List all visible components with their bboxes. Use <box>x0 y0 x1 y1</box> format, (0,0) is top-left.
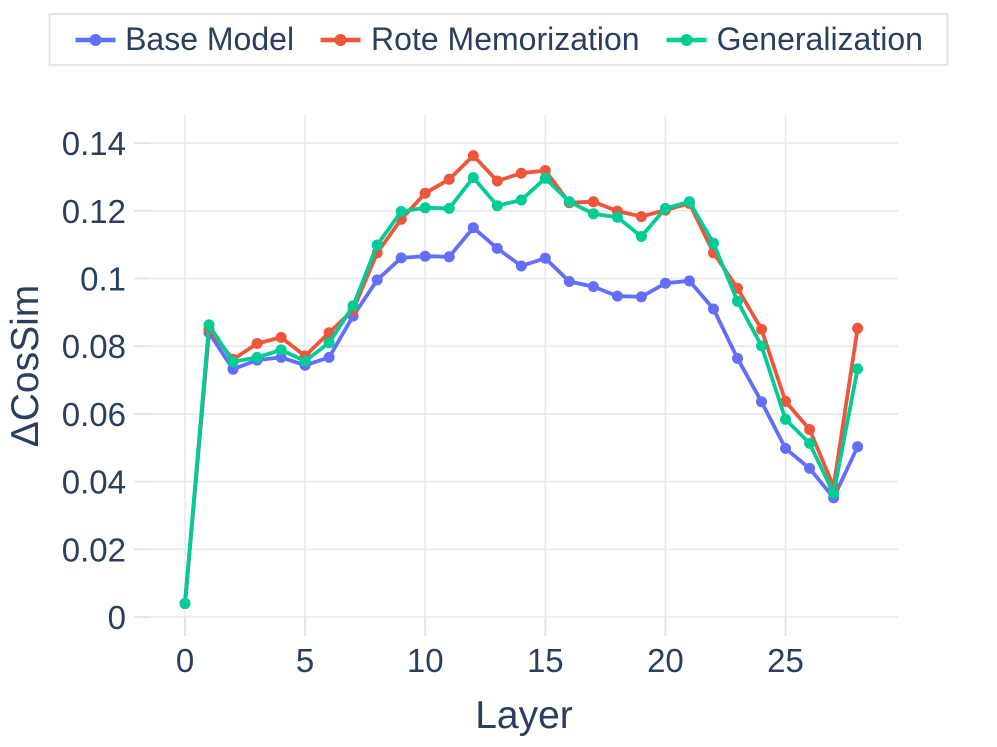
data-point[interactable] <box>732 352 743 364</box>
data-point[interactable] <box>323 337 335 349</box>
data-point[interactable] <box>251 338 263 349</box>
data-point[interactable] <box>756 340 767 352</box>
data-point[interactable] <box>563 196 575 208</box>
y-tick-label: 0.12 <box>62 193 126 230</box>
series-line <box>183 225 860 606</box>
x-tick-label: 0 <box>176 642 194 679</box>
data-point[interactable] <box>683 196 695 208</box>
y-axis-title: ΔCosSim <box>4 285 47 448</box>
data-point[interactable] <box>347 300 359 312</box>
x-tick-label: 15 <box>527 642 564 679</box>
legend-item-generalization[interactable]: Generalization <box>666 21 923 58</box>
data-point[interactable] <box>659 202 671 214</box>
data-point[interactable] <box>491 175 503 187</box>
tick-labels: 0 0.02 0.04 0.06 0.08 0.1 0.12 0.14 0 5 10 15 20 25 <box>62 125 804 679</box>
data-point[interactable] <box>515 260 527 272</box>
legend-line-dot-icon <box>666 33 707 46</box>
data-point[interactable] <box>539 165 551 176</box>
data-point[interactable] <box>275 331 287 343</box>
data-point[interactable] <box>203 319 215 331</box>
y-tick-label: 0.14 <box>62 125 126 162</box>
data-point[interactable] <box>491 242 503 254</box>
data-point[interactable] <box>804 437 816 449</box>
data-point[interactable] <box>419 202 431 214</box>
data-point[interactable] <box>611 211 623 223</box>
legend-item-rote-memorization[interactable]: Rote Memorization <box>320 21 640 58</box>
data-point[interactable] <box>659 277 671 289</box>
data-point[interactable] <box>804 462 816 474</box>
data-point[interactable] <box>708 303 719 315</box>
data-point[interactable] <box>587 196 599 208</box>
data-point[interactable] <box>443 202 455 214</box>
data-point[interactable] <box>395 252 407 264</box>
data-point[interactable] <box>443 173 455 185</box>
data-point[interactable] <box>323 351 335 363</box>
y-tick-label: 0.06 <box>62 396 126 433</box>
data-point[interactable] <box>443 251 455 263</box>
data-point[interactable] <box>419 187 431 199</box>
data-point[interactable] <box>852 441 864 453</box>
data-point[interactable] <box>563 276 575 287</box>
data-point[interactable] <box>780 413 791 425</box>
data-point[interactable] <box>732 295 743 307</box>
tick-marks <box>134 142 787 636</box>
data-point[interactable] <box>539 252 551 264</box>
data-point[interactable] <box>515 194 527 206</box>
data-point[interactable] <box>804 424 816 435</box>
legend-label: Generalization <box>716 21 923 57</box>
y-tick-label: 0 <box>108 599 126 636</box>
data-point[interactable] <box>371 239 383 251</box>
data-point[interactable] <box>852 363 864 375</box>
x-tick-label: 10 <box>407 642 444 679</box>
data-point[interactable] <box>635 231 647 242</box>
data-point[interactable] <box>756 396 767 408</box>
data-point[interactable] <box>587 208 599 220</box>
data-point[interactable] <box>371 274 383 286</box>
data-point[interactable] <box>227 356 239 368</box>
data-point[interactable] <box>467 172 479 184</box>
data-point[interactable] <box>611 290 623 302</box>
data-point[interactable] <box>539 172 551 184</box>
legend-line-dot-icon <box>75 33 116 46</box>
data-point[interactable] <box>467 222 479 234</box>
series-base-model[interactable] <box>179 222 864 609</box>
data-point[interactable] <box>756 323 767 335</box>
data-point[interactable] <box>780 395 791 407</box>
y-tick-label: 0.1 <box>80 261 126 298</box>
data-point[interactable] <box>299 355 311 367</box>
data-point[interactable] <box>395 206 407 217</box>
data-point[interactable] <box>515 167 527 179</box>
legend-label: Base Model <box>125 21 295 57</box>
data-point[interactable] <box>635 211 647 223</box>
legend-label: Rote Memorization <box>371 21 640 57</box>
data-point[interactable] <box>467 150 479 162</box>
legend-item-base-model[interactable]: Base Model <box>74 21 294 58</box>
legend-line-dot-icon <box>321 33 362 46</box>
data-point[interactable] <box>635 291 647 303</box>
y-tick-label: 0.08 <box>62 328 126 365</box>
series-generalization[interactable] <box>179 172 864 609</box>
x-axis-title: Layer <box>475 694 573 737</box>
data-point[interactable] <box>780 442 791 454</box>
y-tick-label: 0.02 <box>62 531 126 568</box>
series-line <box>183 153 860 606</box>
chart-legend: Base Model Rote Memorization Generalizatio… <box>48 13 949 66</box>
data-point[interactable] <box>419 250 431 262</box>
data-point[interactable] <box>683 275 695 287</box>
gridlines <box>150 115 898 618</box>
y-tick-label: 0.04 <box>62 464 126 501</box>
data-point[interactable] <box>179 598 191 609</box>
x-tick-label: 5 <box>296 642 314 679</box>
data-point[interactable] <box>852 322 864 334</box>
x-tick-label: 20 <box>647 642 684 679</box>
x-tick-label: 25 <box>767 642 804 679</box>
data-point[interactable] <box>491 200 503 212</box>
data-point[interactable] <box>708 237 719 249</box>
data-point[interactable] <box>828 487 840 499</box>
data-point[interactable] <box>251 351 263 363</box>
series-rote-memorization[interactable] <box>179 150 864 609</box>
data-point[interactable] <box>275 344 287 356</box>
data-point[interactable] <box>587 281 599 293</box>
